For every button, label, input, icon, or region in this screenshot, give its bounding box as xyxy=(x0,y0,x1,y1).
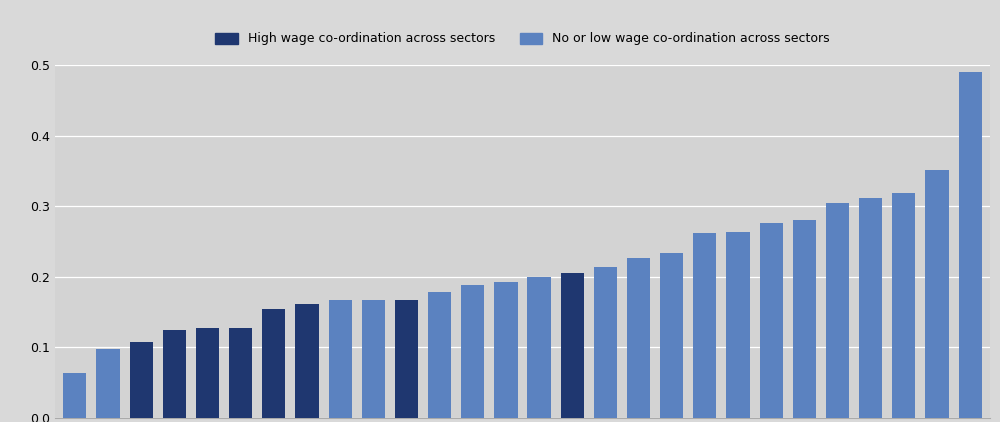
Bar xyxy=(428,292,451,418)
Bar xyxy=(594,267,617,418)
Bar xyxy=(959,73,982,418)
Bar xyxy=(693,233,716,418)
Bar xyxy=(395,300,418,418)
Bar xyxy=(892,193,915,418)
Bar xyxy=(461,285,484,418)
Bar xyxy=(793,220,816,418)
Legend: High wage co-ordination across sectors, No or low wage co-ordination across sect: High wage co-ordination across sectors, … xyxy=(211,29,834,49)
Bar xyxy=(96,349,120,418)
Bar xyxy=(859,198,882,418)
Bar xyxy=(561,273,584,418)
Bar xyxy=(760,223,783,418)
Bar xyxy=(925,170,949,418)
Bar xyxy=(329,300,352,418)
Bar xyxy=(196,328,219,418)
Bar xyxy=(494,282,518,418)
Bar xyxy=(163,330,186,418)
Bar xyxy=(660,253,683,418)
Bar xyxy=(826,203,849,418)
Bar xyxy=(295,304,319,418)
Bar xyxy=(527,277,551,418)
Bar xyxy=(362,300,385,418)
Bar xyxy=(229,328,252,418)
Bar xyxy=(262,308,285,418)
Bar xyxy=(726,233,750,418)
Bar xyxy=(627,258,650,418)
Bar xyxy=(130,342,153,418)
Bar xyxy=(63,373,86,418)
